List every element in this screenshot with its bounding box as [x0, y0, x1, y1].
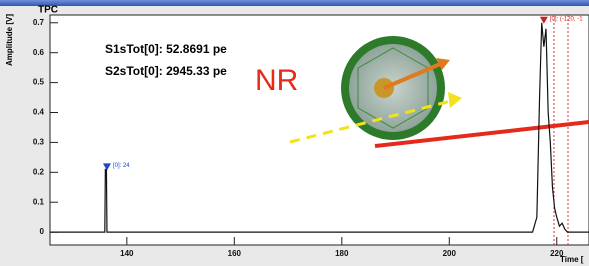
y-tick-label: 0.7: [33, 18, 45, 27]
y-tick-label: 0.5: [33, 78, 45, 87]
annotation: NR: [255, 64, 298, 97]
x-axis-label: Time [: [560, 255, 584, 264]
chart-title: TPC: [38, 5, 58, 16]
annotation: S1sTot[0]: 52.8691 pe: [105, 42, 227, 56]
window-bar: [0, 0, 589, 6]
y-axis-label: Amplitude [V]: [5, 14, 14, 66]
page: {"chart_data": {"type": "line", "title":…: [0, 0, 589, 266]
chart: TPC Amplitude [V] Time [ S1sTot[0]: 52.8…: [0, 0, 589, 266]
marker-label: [0]: 24: [113, 163, 130, 169]
y-tick-label: 0: [40, 227, 45, 236]
x-tick-label: 180: [335, 249, 349, 258]
y-tick-label: 0.4: [33, 108, 45, 117]
x-tick-label: 160: [228, 249, 242, 258]
y-tick-label: 0.3: [33, 138, 45, 147]
marker-label: [0]: (-120, -1: [550, 16, 583, 22]
y-tick-label: 0.6: [33, 48, 45, 57]
x-tick-label: 200: [443, 249, 457, 258]
annotation: S2sTot[0]: 2945.33 pe: [105, 64, 227, 78]
y-tick-label: 0.2: [33, 167, 45, 176]
x-tick-label: 140: [120, 249, 134, 258]
x-tick-label: 220: [550, 249, 564, 258]
y-tick-label: 0.1: [33, 197, 45, 206]
